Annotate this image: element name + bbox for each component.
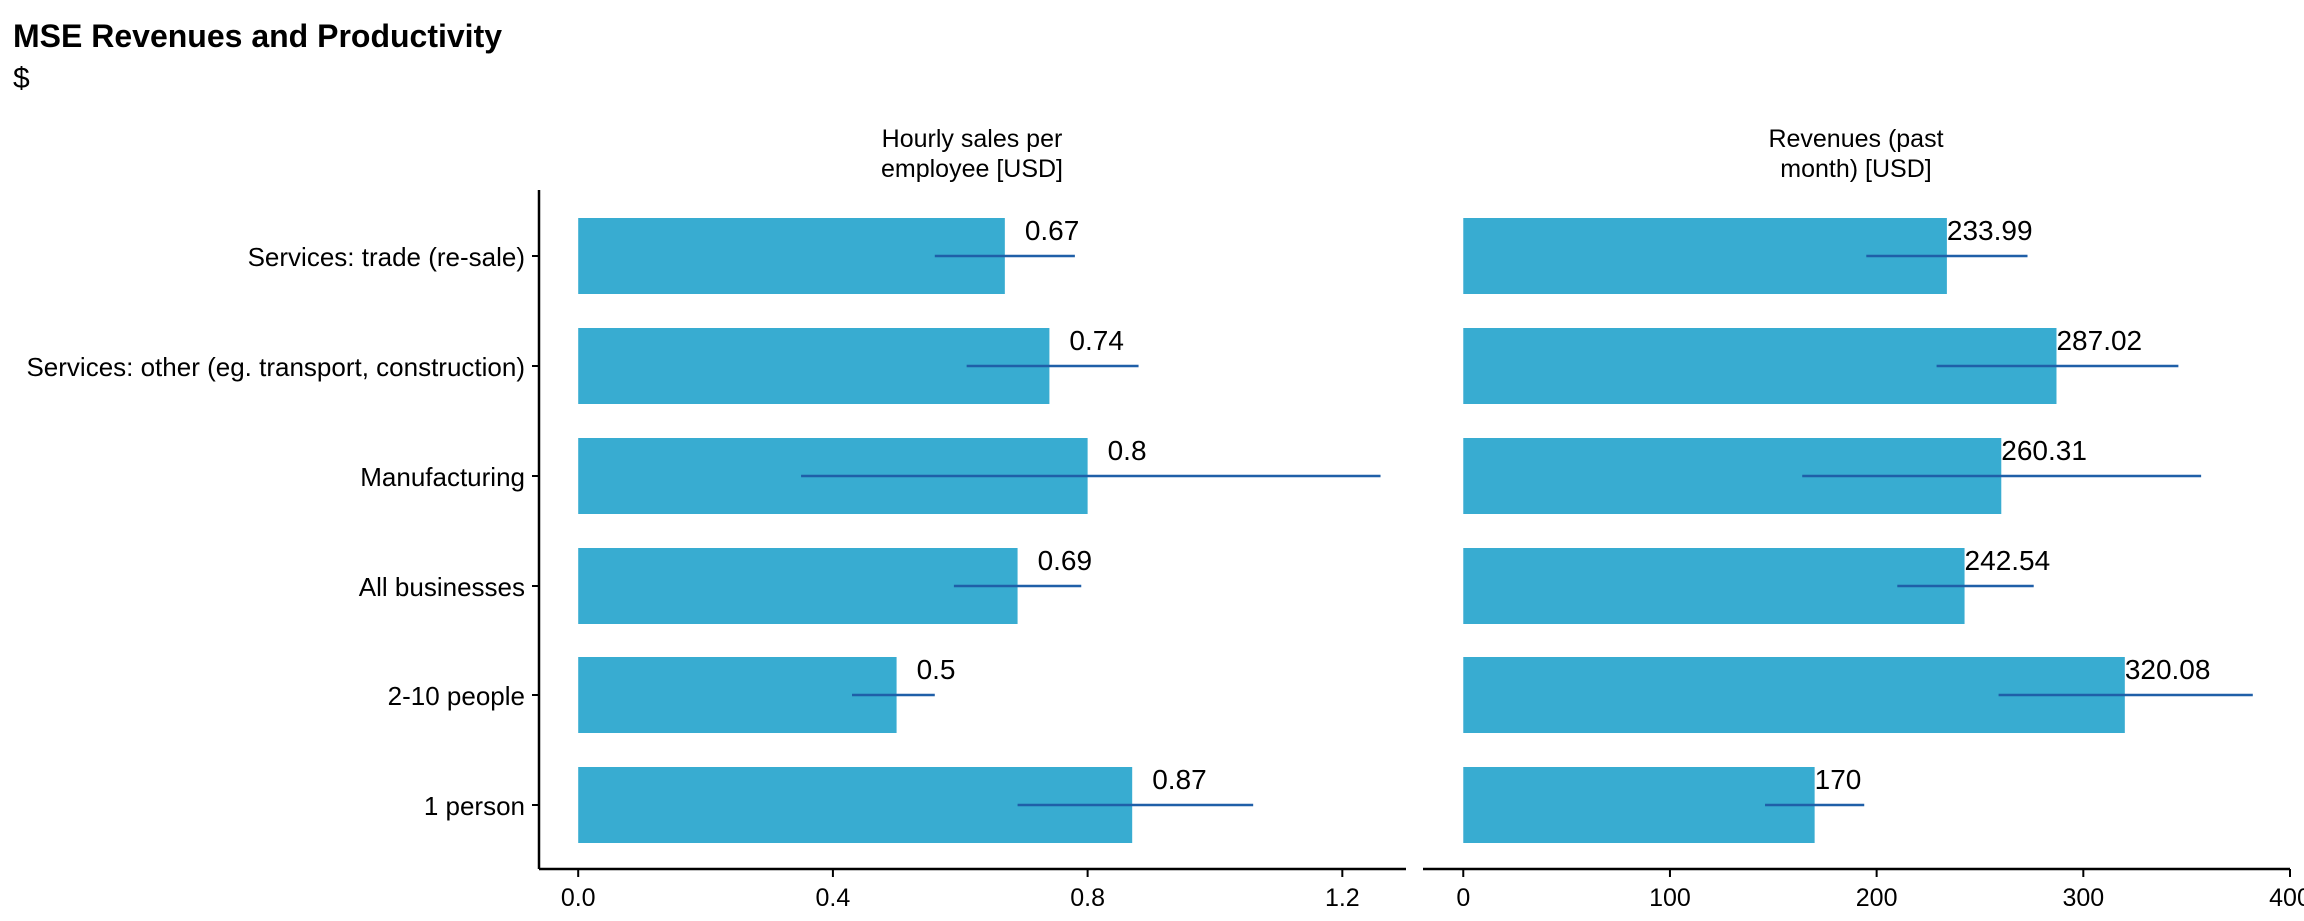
category-label: Services: trade (re-sale) <box>248 242 525 272</box>
bar <box>1463 218 1947 294</box>
data-label: 170 <box>1815 764 1862 795</box>
panel-title-line: employee [USD] <box>881 155 1063 183</box>
x-tick-label: 1.2 <box>1325 884 1360 912</box>
data-label: 242.54 <box>1965 545 2051 576</box>
data-label: 0.87 <box>1152 764 1207 795</box>
bar <box>578 218 1005 294</box>
data-label: 233.99 <box>1947 215 2033 246</box>
bar <box>578 548 1018 624</box>
data-label: 0.8 <box>1108 435 1147 466</box>
panel-title-line: Revenues (past <box>1768 125 1943 153</box>
panel-title-line: month) [USD] <box>1780 155 1931 183</box>
x-tick-label: 0 <box>1456 884 1470 912</box>
category-label: Services: other (eg. transport, construc… <box>26 352 525 382</box>
x-tick-label: 300 <box>2062 884 2104 912</box>
bar <box>1463 767 1815 843</box>
panel-title-line: Hourly sales per <box>882 125 1063 153</box>
category-label: 2-10 people <box>388 681 525 711</box>
data-label: 287.02 <box>2056 325 2142 356</box>
category-label: 1 person <box>424 791 525 821</box>
data-label: 260.31 <box>2001 435 2087 466</box>
data-label: 0.69 <box>1038 545 1093 576</box>
data-label: 0.74 <box>1069 325 1124 356</box>
x-tick-label: 200 <box>1856 884 1898 912</box>
bar <box>1463 548 1965 624</box>
x-tick-label: 0.0 <box>561 884 596 912</box>
category-label: Manufacturing <box>360 462 525 492</box>
data-label: 320.08 <box>2125 654 2211 685</box>
chart-title: MSE Revenues and Productivity <box>13 18 503 54</box>
x-tick-label: 400 <box>2269 884 2304 912</box>
x-tick-label: 0.4 <box>816 884 851 912</box>
data-label: 0.5 <box>917 654 956 685</box>
data-label: 0.67 <box>1025 215 1080 246</box>
bar <box>578 657 897 733</box>
category-label: All businesses <box>359 572 525 602</box>
x-tick-label: 100 <box>1649 884 1691 912</box>
chart-subtitle: $ <box>13 62 30 95</box>
x-tick-label: 0.8 <box>1070 884 1105 912</box>
